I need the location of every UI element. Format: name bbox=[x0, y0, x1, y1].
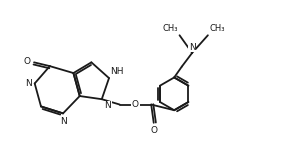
Text: CH₃: CH₃ bbox=[162, 24, 178, 33]
Text: O: O bbox=[24, 57, 31, 66]
Text: N: N bbox=[25, 79, 32, 88]
Text: O: O bbox=[150, 126, 157, 135]
Text: N: N bbox=[104, 101, 111, 110]
Text: NH: NH bbox=[111, 67, 124, 76]
Text: O: O bbox=[132, 100, 139, 109]
Text: N: N bbox=[60, 116, 67, 126]
Text: N: N bbox=[189, 43, 195, 52]
Text: CH₃: CH₃ bbox=[210, 24, 225, 33]
